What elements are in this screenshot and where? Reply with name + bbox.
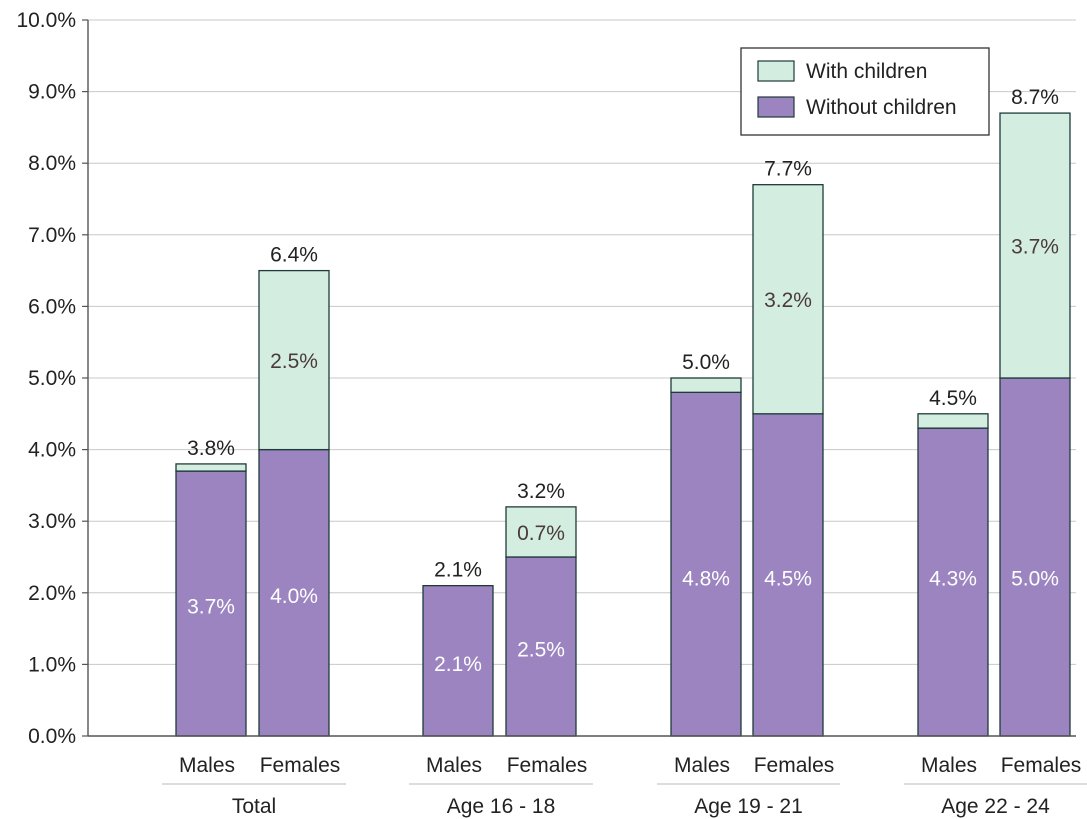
legend-swatch bbox=[757, 60, 795, 82]
bar-with-children bbox=[258, 269, 330, 451]
bar-label-with-children: 3.7% bbox=[1011, 236, 1059, 259]
y-tick-label: 9.0% bbox=[28, 81, 76, 104]
bar-without-children bbox=[422, 584, 494, 737]
bar-label-without-children: 4.5% bbox=[764, 568, 812, 591]
x-tick-label: Males bbox=[921, 754, 977, 777]
bar-label-with-children: 2.5% bbox=[270, 350, 318, 373]
axes bbox=[87, 20, 1076, 737]
bar-label-without-children: 3.7% bbox=[187, 596, 235, 619]
y-tick-label: 5.0% bbox=[28, 367, 76, 390]
bar-label-without-children: 4.8% bbox=[682, 568, 730, 591]
x-tick-label: Males bbox=[179, 754, 235, 777]
legend-label: With children bbox=[806, 60, 927, 83]
y-tick-label: 8.0% bbox=[28, 152, 76, 175]
bar-total-label: 3.2% bbox=[517, 480, 565, 503]
x-tick-label: Females bbox=[507, 754, 588, 777]
x-tick-label: Females bbox=[754, 754, 835, 777]
bar-with-children bbox=[752, 184, 824, 415]
bar-label-with-children: 0.7% bbox=[517, 522, 565, 545]
bar-without-children bbox=[175, 470, 247, 737]
bar-total-label: 5.0% bbox=[682, 351, 730, 374]
y-tick-label: 4.0% bbox=[28, 439, 76, 462]
bar-with-children bbox=[999, 112, 1071, 379]
bar-without-children bbox=[999, 377, 1071, 737]
bar-total-label: 6.4% bbox=[270, 244, 318, 267]
bar-label-without-children: 5.0% bbox=[1011, 568, 1059, 591]
legend-box bbox=[740, 47, 990, 136]
bar-total-label: 3.8% bbox=[187, 437, 235, 460]
bar-label-without-children: 2.5% bbox=[517, 639, 565, 662]
y-tick-label: 0.0% bbox=[28, 725, 76, 748]
bar-label-without-children: 4.3% bbox=[929, 568, 977, 591]
bar-total-label: 2.1% bbox=[434, 559, 482, 582]
bar-without-children bbox=[752, 413, 824, 737]
x-axis-labels: Males Females Total Males Females Age 16 - 18… bbox=[162, 754, 1087, 818]
bar-with-children bbox=[917, 413, 989, 429]
bar-with-children bbox=[505, 506, 577, 558]
bar-label-without-children: 2.1% bbox=[434, 653, 482, 676]
bar-label-without-children: 4.0% bbox=[270, 585, 318, 608]
x-tick-label: Females bbox=[1001, 754, 1082, 777]
y-tick-label: 6.0% bbox=[28, 295, 76, 318]
bar-with-children bbox=[175, 463, 247, 472]
y-axis-ticks: 0.0% 1.0% 2.0% 3.0% 4.0% 5.0% 6.0% 7.0% 8.0% 9.0%… bbox=[16, 9, 88, 748]
x-group-label: Age 16 - 18 bbox=[447, 795, 556, 818]
y-tick-label: 10.0% bbox=[16, 9, 76, 32]
y-tick-label: 2.0% bbox=[28, 582, 76, 605]
x-tick-label: Males bbox=[674, 754, 730, 777]
bar-total-label: 8.7% bbox=[1011, 86, 1059, 109]
x-tick-label: Females bbox=[260, 754, 341, 777]
y-tick-label: 7.0% bbox=[28, 224, 76, 247]
legend-swatch bbox=[757, 96, 795, 118]
y-tick-label: 1.0% bbox=[28, 653, 76, 676]
bar-total-label: 4.5% bbox=[929, 387, 977, 410]
x-group-label: Total bbox=[232, 795, 276, 818]
legend: With children Without children bbox=[740, 47, 990, 136]
bar-without-children bbox=[917, 427, 989, 737]
legend-label: Without children bbox=[806, 96, 957, 119]
bar-without-children bbox=[258, 448, 330, 737]
bar-label-with-children: 3.2% bbox=[764, 289, 812, 312]
gridlines bbox=[88, 19, 1076, 665]
bar-with-children bbox=[670, 377, 742, 393]
y-tick-label: 3.0% bbox=[28, 510, 76, 533]
bar-total-label: 7.7% bbox=[764, 158, 812, 181]
x-group-label: Age 19 - 21 bbox=[694, 795, 803, 818]
bar-without-children bbox=[670, 391, 742, 737]
x-tick-label: Males bbox=[426, 754, 482, 777]
bars: 3.7% 3.8% 4.0% 2.5% 6.4% 2.1% 2.1% 2.5% 0.7% 3.2%… bbox=[175, 86, 1071, 737]
bar-without-children bbox=[505, 556, 577, 737]
x-group-label: Age 22 - 24 bbox=[941, 795, 1050, 818]
